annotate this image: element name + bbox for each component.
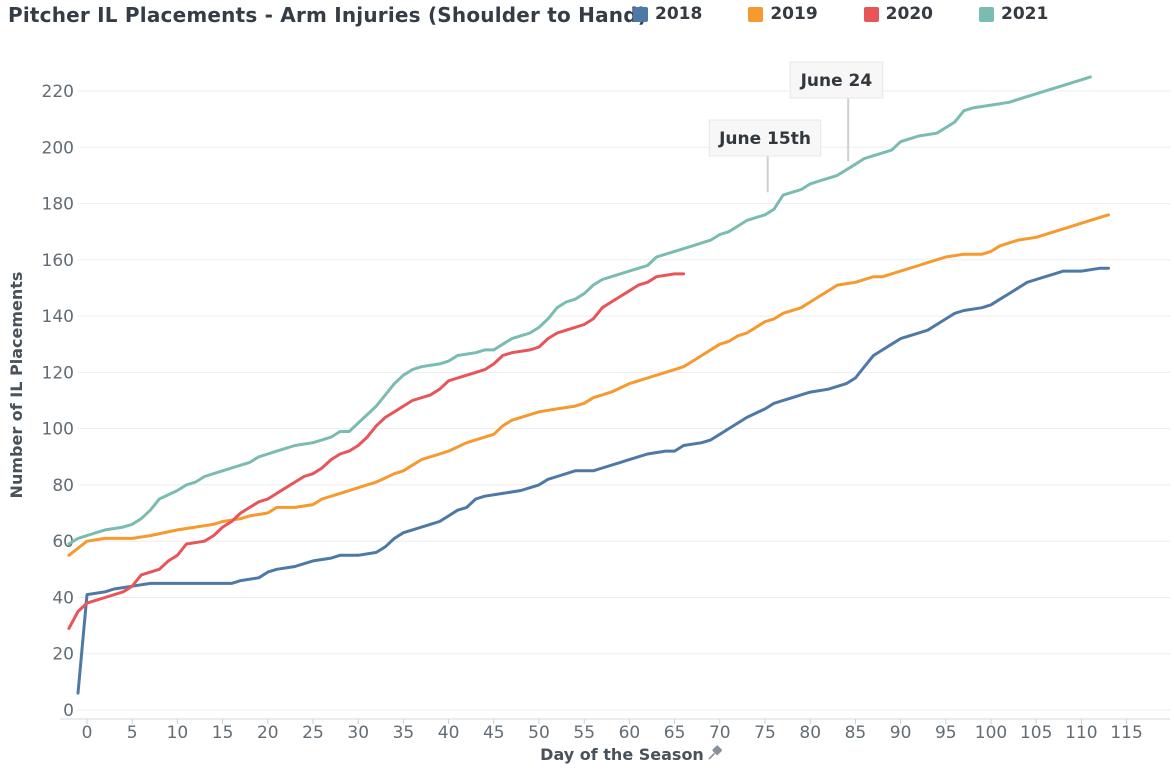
x-tick-label: 105 [1020, 723, 1052, 743]
annotation-label: June 15th [718, 129, 811, 149]
series-line-2019[interactable] [67, 213, 1110, 557]
x-tick-label: 25 [302, 723, 324, 743]
x-tick-label: 5 [127, 723, 138, 743]
legend-swatch [978, 6, 994, 22]
legend-item-2018[interactable]: 2018 [633, 4, 702, 24]
legend-label: 2018 [655, 4, 703, 24]
y-tick-label: 0 [63, 701, 74, 721]
x-tick-label: 30 [347, 723, 369, 743]
x-tick-label: 60 [619, 723, 641, 743]
legend: 2018 2019 2020 2021 [633, 4, 1048, 24]
legend-label: 2021 [1000, 4, 1049, 24]
x-tick-label: 80 [799, 723, 821, 743]
y-tick-label: 80 [52, 476, 74, 496]
pushpin-icon[interactable] [708, 745, 723, 760]
x-tick-label: 55 [573, 723, 595, 743]
x-tick-label: 70 [709, 723, 731, 743]
x-tick-label: 90 [890, 723, 912, 743]
y-tick-label: 120 [42, 363, 74, 383]
legend-swatch [748, 6, 764, 22]
x-tick-label: 75 [754, 723, 776, 743]
legend-swatch [633, 6, 648, 22]
x-tick-label: 115 [1110, 723, 1142, 743]
x-tick-label: 110 [1065, 723, 1097, 743]
x-axis-title: Day of the Season [540, 745, 704, 764]
annotation-box [708, 119, 822, 157]
x-tick-label: 65 [664, 723, 686, 743]
series-line-2021[interactable] [67, 75, 1092, 546]
x-tick-label: 20 [257, 723, 279, 743]
x-tick-label: 0 [82, 723, 93, 743]
legend-item-2020[interactable]: 2020 [863, 4, 933, 24]
x-tick-label: 95 [935, 723, 957, 743]
x-tick-label: 15 [212, 723, 234, 743]
chart-title: Pitcher IL Placements - Arm Injuries (Sh… [8, 3, 648, 27]
y-tick-label: 180 [42, 195, 74, 215]
legend-swatch [863, 6, 879, 22]
annotation-label: June 24 [800, 71, 873, 91]
series-line-2018[interactable] [76, 266, 1110, 695]
y-tick-label: 220 [42, 82, 74, 102]
y-tick-label: 20 [52, 645, 74, 665]
x-tick-label: 50 [528, 723, 550, 743]
y-tick-label: 200 [42, 138, 74, 158]
x-tick-label: 10 [167, 723, 189, 743]
y-tick-label: 160 [42, 251, 74, 271]
x-tick-label: 45 [483, 723, 505, 743]
y-tick-label: 100 [42, 420, 74, 440]
x-tick-label: 35 [393, 723, 415, 743]
x-tick-label: 85 [845, 723, 867, 743]
legend-item-2019[interactable]: 2019 [748, 4, 818, 24]
y-tick-label: 140 [42, 307, 74, 327]
annotation-box [789, 61, 884, 99]
legend-item-2021[interactable]: 2021 [978, 4, 1049, 24]
y-tick-label: 40 [52, 589, 74, 609]
legend-label: 2020 [885, 4, 933, 24]
y-axis-title: Number of IL Placements [7, 272, 26, 499]
x-tick-label: 100 [975, 723, 1007, 743]
y-tick-label: 60 [52, 532, 74, 552]
x-tick-label: 40 [438, 723, 460, 743]
legend-label: 2019 [770, 4, 818, 24]
series-line-2020[interactable] [67, 272, 686, 630]
